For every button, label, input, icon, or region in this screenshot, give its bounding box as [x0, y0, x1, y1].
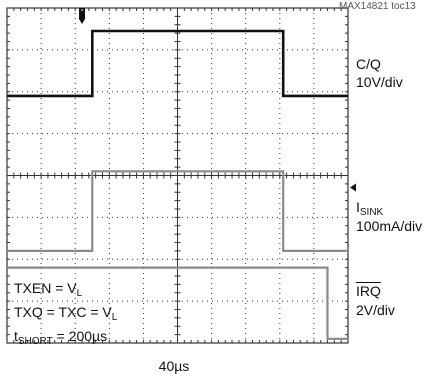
- irq-channel-name: IRQ: [356, 283, 381, 299]
- cq-channel-scale: 10V/div: [356, 74, 403, 90]
- reference-arrow: [350, 183, 356, 192]
- cq-channel-name: C/Q: [356, 56, 381, 72]
- trace-cq: [7, 29, 348, 98]
- isink-channel-name: ISINK: [356, 199, 384, 218]
- trace-irq: [7, 266, 348, 340]
- condition-txq-txc: TXQ = TXC = VL: [14, 304, 118, 323]
- timebase-label: 40µs: [158, 358, 190, 374]
- trigger-marker: [79, 8, 86, 24]
- condition-txen: TXEN = VL: [14, 280, 83, 299]
- irq-channel-scale: 2V/div: [356, 302, 395, 318]
- figure-id: MAX14821 toc13: [339, 1, 416, 12]
- condition-tshort: tSHORT = 200µs: [14, 328, 108, 347]
- isink-channel-scale: 100mA/div: [356, 218, 423, 234]
- conditions-block: TXEN = VL TXQ = TXC = VL tSHORT = 200µs: [14, 279, 117, 351]
- trace-isink: [7, 170, 348, 252]
